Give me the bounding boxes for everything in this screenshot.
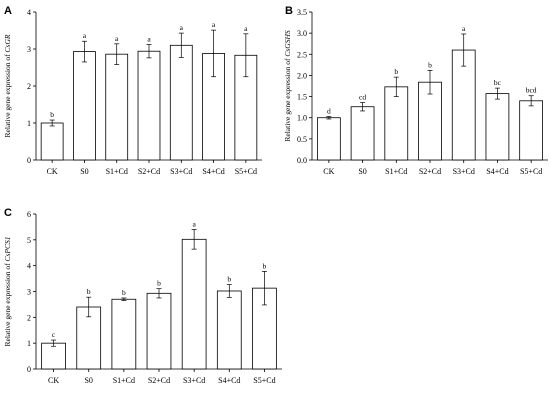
y-axis-label-gene: CsPCS1 — [3, 237, 12, 262]
significance-label: a — [462, 24, 466, 33]
bar — [41, 342, 66, 370]
bar — [181, 238, 207, 370]
significance-label: b — [122, 288, 126, 297]
y-tick-label: 1 — [27, 119, 31, 128]
x-tick-label: S1+Cd — [106, 167, 128, 176]
y-axis-label-text: Relative gene expression of — [3, 52, 12, 137]
bar — [169, 44, 193, 161]
significance-label: a — [192, 220, 196, 229]
y-tick-label: 2.5 — [297, 50, 307, 59]
bar — [137, 50, 161, 161]
x-tick-label: S5+Cd — [520, 167, 542, 176]
significance-label: b — [50, 110, 54, 119]
significance-label: a — [244, 24, 248, 33]
x-tick-label: CK — [47, 167, 58, 176]
x-tick-label: S5+Cd — [253, 376, 275, 385]
significance-label: b — [428, 60, 432, 69]
significance-label: a — [180, 23, 184, 32]
significance-label: b — [87, 287, 91, 296]
x-tick-label: S5+Cd — [235, 167, 257, 176]
x-tick-label: S4+Cd — [218, 376, 240, 385]
x-tick-label: S2+Cd — [419, 167, 441, 176]
y-tick-label: 2 — [27, 313, 31, 322]
x-tick-label: S1+Cd — [113, 376, 135, 385]
x-tick-label: S1+Cd — [385, 167, 407, 176]
significance-label: a — [147, 35, 151, 44]
y-axis-label-gene: CsGSHS — [283, 30, 292, 57]
y-tick-label: 6 — [27, 210, 31, 219]
significance-label: bc — [494, 78, 502, 87]
significance-label: cd — [359, 92, 366, 101]
y-axis-label: Relative gene expression of CsPCS1 — [3, 237, 12, 347]
y-tick-label: 0.5 — [297, 135, 307, 144]
significance-label: b — [263, 261, 267, 270]
chart-panel-c: C 0 1 2 3 4 5 6 Relative gene expression of CsPC… — [3, 207, 282, 385]
panel-letter: A — [4, 5, 12, 17]
significance-label: b — [394, 67, 398, 76]
bar — [111, 298, 137, 370]
significance-label: d — [327, 106, 331, 115]
y-axis-label-text: Relative gene expression of — [283, 57, 292, 142]
y-tick-label: 3 — [27, 288, 31, 297]
bar — [519, 100, 544, 161]
x-tick-label: S3+Cd — [183, 376, 205, 385]
y-tick-label: 2 — [27, 82, 31, 91]
y-axis-label-text: Relative gene expression of — [3, 262, 12, 347]
y-tick-label: 1.0 — [297, 114, 307, 123]
x-tick-label: S0 — [358, 167, 366, 176]
significance-label: a — [83, 31, 87, 40]
y-tick-label: 3 — [27, 45, 31, 54]
chart-panel-b: B 0.0 0.5 1.0 1.5 2.0 2.5 3.0 3.5 Relative gene e… — [283, 5, 548, 176]
y-tick-label: 3.5 — [297, 8, 307, 17]
bar — [316, 117, 341, 161]
x-tick-label: S4+Cd — [486, 167, 508, 176]
significance-label: bcd — [526, 86, 537, 95]
x-tick-label: CK — [48, 376, 59, 385]
bar — [40, 122, 64, 161]
bar — [216, 290, 242, 370]
y-tick-label: 0.0 — [297, 156, 307, 165]
bar — [146, 292, 172, 370]
y-axis-label: Relative gene expression of CsGR — [3, 34, 12, 137]
panel-letter: C — [4, 207, 12, 219]
x-tick-label: S2+Cd — [138, 167, 160, 176]
x-tick-label: S3+Cd — [453, 167, 475, 176]
significance-label: b — [227, 275, 231, 284]
y-tick-label: 1.5 — [297, 93, 307, 102]
bar — [451, 49, 476, 161]
panel-letter: B — [285, 5, 293, 17]
y-tick-label: 3.0 — [297, 29, 307, 38]
y-tick-label: 2.0 — [297, 71, 307, 80]
y-tick-label: 5 — [27, 236, 31, 245]
bar — [73, 51, 96, 161]
x-tick-label: S3+Cd — [170, 167, 192, 176]
significance-label: c — [52, 330, 56, 339]
y-tick-label: 4 — [27, 8, 31, 17]
significance-label: b — [157, 279, 161, 288]
y-axis-label: Relative gene expression of CsGSHS — [283, 30, 292, 141]
x-tick-label: CK — [323, 167, 334, 176]
y-tick-label: 0 — [27, 365, 31, 374]
y-axis-label-gene: CsGR — [3, 34, 12, 52]
x-tick-label: S0 — [84, 376, 92, 385]
bar — [384, 86, 409, 161]
bar — [485, 93, 510, 161]
significance-label: a — [212, 20, 216, 29]
significance-label: a — [115, 34, 119, 43]
y-tick-label: 0 — [27, 156, 31, 165]
y-tick-label: 1 — [27, 339, 31, 348]
bar — [350, 106, 375, 161]
bar — [105, 53, 129, 161]
x-tick-label: S0 — [80, 167, 88, 176]
x-tick-label: S2+Cd — [148, 376, 170, 385]
x-tick-label: S4+Cd — [202, 167, 224, 176]
y-tick-label: 4 — [27, 262, 31, 271]
chart-panel-a: A 0 1 2 3 4 Relative gene expression of CsGR b C… — [3, 5, 262, 176]
